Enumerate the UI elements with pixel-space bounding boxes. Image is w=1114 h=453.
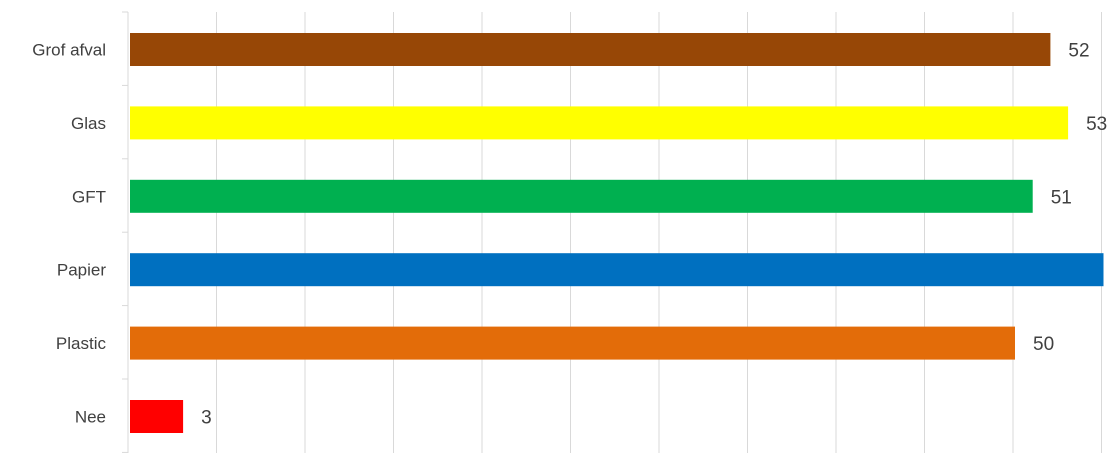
bars xyxy=(130,33,1104,433)
gridlines xyxy=(216,12,1102,453)
category-axis xyxy=(122,11,129,453)
category-label: Papier xyxy=(57,261,106,280)
category-label: GFT xyxy=(72,187,106,206)
data-label: 52 xyxy=(1068,41,1089,62)
category-label: Grof afval xyxy=(32,41,106,60)
category-label: Nee xyxy=(75,408,106,427)
bar xyxy=(130,253,1104,287)
category-label: Glas xyxy=(71,114,106,133)
bar xyxy=(130,400,184,433)
bar xyxy=(130,326,1015,360)
data-label: 51 xyxy=(1051,187,1072,208)
data-label: 50 xyxy=(1033,334,1054,355)
bar xyxy=(130,106,1069,140)
bar xyxy=(130,33,1051,66)
category-labels: Grof afval Glas GFT Papier Plastic Nee xyxy=(32,41,106,427)
data-label: 3 xyxy=(201,408,212,429)
data-label: 53 xyxy=(1086,114,1107,135)
category-label: Plastic xyxy=(56,334,107,353)
bar xyxy=(130,179,1033,213)
value-labels: 52535155503 xyxy=(201,41,1107,429)
